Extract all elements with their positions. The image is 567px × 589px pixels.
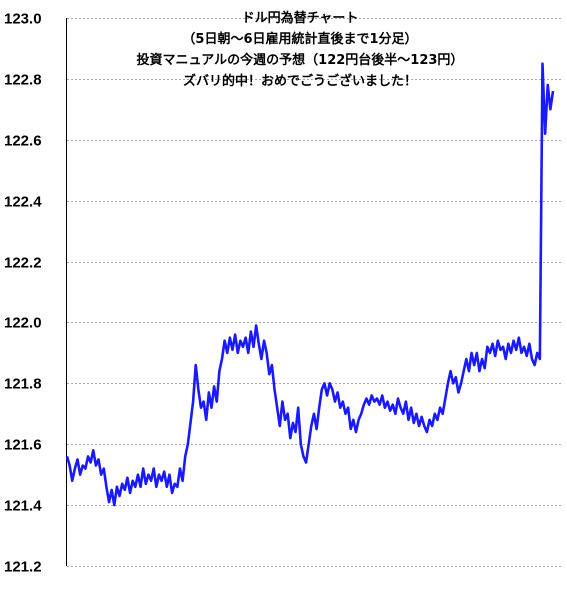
y-tick-label: 121.6	[4, 437, 42, 454]
y-tick-label: 121.4	[4, 498, 42, 515]
y-tick-label: 122.4	[4, 194, 42, 211]
chart-title: ドル円為替チャート （5日朝～6日雇用統計直後まで1分足） 投資マニュアルの今週の予…	[137, 10, 464, 89]
y-tick-label: 122.0	[4, 315, 42, 332]
series-line	[65, 62, 555, 507]
y-tick-label: 123.0	[4, 11, 42, 28]
chart-title-line: ズバリ的中！おめでごうございました！	[183, 73, 417, 89]
y-tick-label: 122.2	[4, 255, 42, 272]
chart-title-line: （5日朝～6日雇用統計直後まで1分足）	[182, 31, 417, 47]
chart-title-line: ドル円為替チャート	[242, 10, 359, 26]
grid-layer	[67, 18, 562, 567]
y-tick-label: 121.2	[4, 559, 42, 576]
y-tick-labels: 123.0 122.8 122.6 122.4 122.2 122.0 121.8 121.6…	[4, 11, 42, 576]
series-layer	[65, 62, 555, 507]
chart-title-line: 投資マニュアルの今週の予想（122円台後半～123円）	[137, 52, 464, 68]
y-tick-label: 122.8	[4, 72, 42, 89]
y-tick-label: 122.6	[4, 133, 42, 150]
y-tick-label: 121.8	[4, 376, 42, 393]
